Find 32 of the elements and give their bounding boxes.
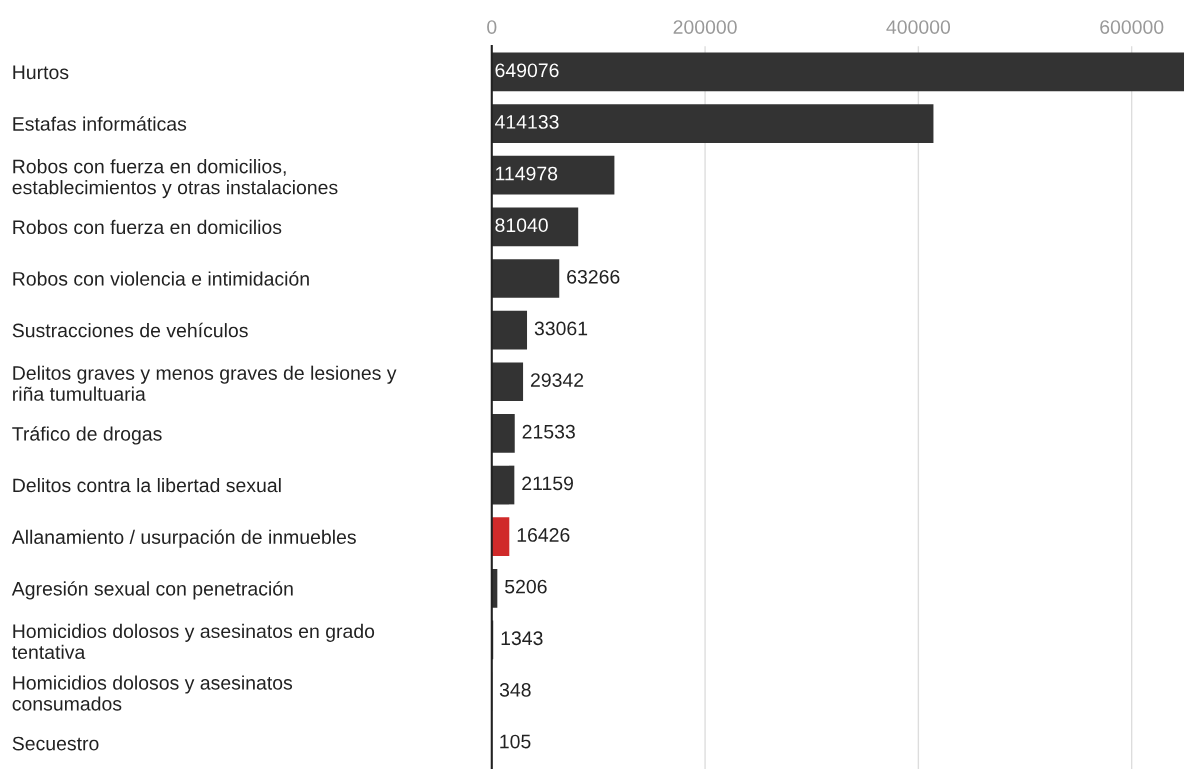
data-label: 16426 <box>517 528 570 542</box>
data-label: 21159 <box>522 476 573 491</box>
y-tick-label: Estafas informáticas <box>13 116 187 131</box>
data-label: 105 <box>500 734 531 749</box>
y-tick-label: Allanamiento / usurpación de inmuebles <box>11 529 356 548</box>
data-label: 348 <box>499 683 531 697</box>
y-tick-label: Robos con fuerza en domicilios, establecimientos y otras instalaciones <box>12 159 338 199</box>
data-label: 5206 <box>505 579 547 594</box>
data-label: 1343 <box>501 631 543 646</box>
y-tick-label: Robos con fuerza en domicilios <box>13 219 282 235</box>
x-tick-label: 600000 <box>1100 20 1164 34</box>
y-tick-label: Homicidios dolosos y asesinatos consumados <box>12 675 293 711</box>
y-tick-label: Delitos contra la libertad sexual <box>13 477 281 493</box>
x-tick-label: 400000 <box>886 20 951 34</box>
data-label: 29342 <box>530 373 584 387</box>
data-label: 33061 <box>534 321 588 336</box>
data-label: 414133 <box>494 115 559 129</box>
data-label: 63266 <box>567 269 620 284</box>
y-tick-label: Delitos graves y menos graves de lesiones y riña tumultuaria <box>13 365 397 401</box>
data-label: 21533 <box>522 424 575 439</box>
y-tick-label: Sustracciones de vehículos <box>12 322 248 338</box>
data-label: 81040 <box>495 218 548 233</box>
x-tick-label: 200000 <box>673 20 737 34</box>
y-tick-label: Robos con violencia e intimidación <box>13 271 309 286</box>
data-label: 114978 <box>496 166 558 181</box>
y-tick-label: Secuestro <box>12 736 99 751</box>
y-tick-label: Homicidios dolosos y asesinatos en grado tentativa <box>12 623 375 660</box>
data-label: 649076 <box>495 63 559 78</box>
y-tick-label: Agresión sexual con penetración <box>11 581 293 600</box>
x-tick-label: 0 <box>487 20 497 34</box>
y-tick-label: Hurtos <box>13 65 69 80</box>
y-tick-label: Tráfico de drogas <box>12 426 162 445</box>
